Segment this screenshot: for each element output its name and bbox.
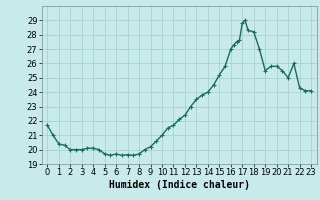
X-axis label: Humidex (Indice chaleur): Humidex (Indice chaleur)	[109, 180, 250, 190]
